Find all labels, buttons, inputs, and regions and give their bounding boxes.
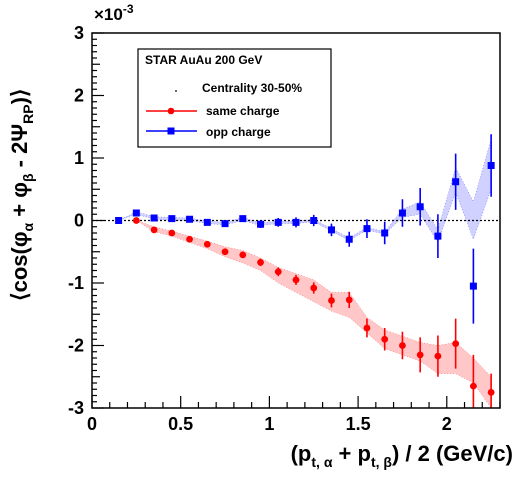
data-point	[221, 248, 229, 256]
x-label-plus: + p	[332, 441, 371, 466]
x-tick-label: 2	[442, 414, 452, 434]
data-point	[168, 215, 176, 223]
data-point	[416, 203, 424, 211]
data-point	[399, 342, 406, 349]
x-tick-label: 1.5	[346, 414, 371, 434]
systematic-band	[136, 220, 492, 409]
data-point	[381, 335, 389, 343]
data-point	[469, 282, 477, 290]
y-tick-label: -1	[68, 273, 84, 293]
y-multiplier-base: ×10	[94, 5, 123, 24]
y-multiplier-label: ×10-3	[94, 2, 134, 24]
axes: 0 0.5 1 1.5 2 -3 -2 -1 0 1 2 3	[68, 23, 501, 434]
y-tick-label: 0	[74, 211, 84, 231]
data-point	[132, 209, 140, 217]
y-label-sub-a: α	[20, 222, 36, 231]
x-label-sub-a: t, α	[311, 454, 332, 470]
legend-label-opp: opp charge	[206, 125, 271, 139]
x-tick-label: 0.5	[168, 414, 193, 434]
y-label-minus: - 2Ψ	[7, 124, 32, 174]
legend: STAR AuAu 200 GeV Centrality 30-50% same…	[137, 48, 332, 148]
y-tick-label: 3	[74, 23, 84, 43]
data-point	[328, 297, 335, 304]
x-label-close: ) / 2 (GeV/c)	[392, 441, 513, 466]
data-point	[292, 218, 300, 226]
data-point	[203, 218, 211, 226]
y-tick-label: -2	[68, 336, 84, 356]
data-point	[257, 258, 264, 266]
data-point	[345, 296, 353, 304]
y-label-sub-b: β	[20, 173, 36, 182]
data-point	[203, 240, 211, 248]
data-point	[469, 382, 477, 390]
data-point	[452, 178, 460, 186]
x-axis-label: (pt, α + pt, β) / 2 (GeV/c)	[291, 441, 513, 470]
data-point	[186, 235, 193, 243]
data-point	[257, 220, 265, 228]
legend-entry-same-charge: same charge	[146, 104, 280, 118]
data-point	[168, 229, 176, 237]
data-point	[434, 232, 442, 240]
legend-dot-marker	[175, 90, 177, 92]
y-tick-label: -3	[68, 398, 84, 418]
legend-label-same: same charge	[206, 104, 280, 118]
data-point	[398, 209, 406, 217]
data-point	[345, 235, 353, 243]
x-label-open: (p	[291, 441, 312, 466]
data-point	[310, 217, 318, 224]
y-label-sub-rp: RP	[20, 104, 36, 123]
x-tick-label: 1	[264, 414, 274, 434]
series-same-charge	[132, 217, 495, 408]
data-markers	[115, 134, 495, 408]
legend-label-centrality: Centrality 30-50%	[202, 81, 302, 95]
data-point	[452, 340, 460, 348]
y-axis-label: ⟨cos(φα + φβ - 2ΨRP)⟩	[7, 89, 36, 302]
data-point	[363, 324, 371, 332]
y-label-open: ⟨cos(φ	[7, 231, 32, 301]
data-point	[186, 215, 194, 223]
legend-entry-centrality: Centrality 30-50%	[175, 81, 302, 95]
data-point	[274, 218, 282, 226]
y-tick-label: 2	[74, 86, 84, 106]
data-point	[434, 352, 442, 360]
data-point	[150, 226, 158, 234]
data-point	[381, 229, 389, 237]
legend-marker-same-circle	[167, 107, 175, 115]
data-point	[239, 251, 247, 259]
y-label-plus: + φ	[7, 182, 32, 223]
data-point	[487, 388, 495, 396]
x-label-sub-b: t, β	[371, 454, 392, 470]
data-point	[239, 215, 247, 223]
y-multiplier-exponent: -3	[123, 2, 134, 16]
data-point	[363, 225, 371, 233]
y-label-close: )⟩	[7, 89, 32, 105]
data-point	[274, 268, 282, 276]
x-tick-label: 0	[87, 414, 97, 434]
data-point	[292, 276, 300, 284]
data-point	[327, 226, 335, 234]
data-point	[221, 220, 229, 228]
data-point	[115, 217, 123, 224]
data-point	[150, 214, 158, 222]
systematic-bands	[118, 139, 492, 409]
data-point	[487, 162, 495, 169]
legend-header: STAR AuAu 200 GeV	[145, 53, 262, 67]
series-opp-charge	[115, 134, 495, 324]
data-point	[416, 351, 424, 359]
legend-marker-opp-square	[167, 127, 175, 135]
data-point	[132, 217, 140, 224]
y-tick-label: 1	[74, 148, 84, 168]
legend-entry-opp-charge: opp charge	[146, 125, 271, 139]
systematic-band	[118, 139, 492, 243]
data-point	[310, 284, 318, 292]
